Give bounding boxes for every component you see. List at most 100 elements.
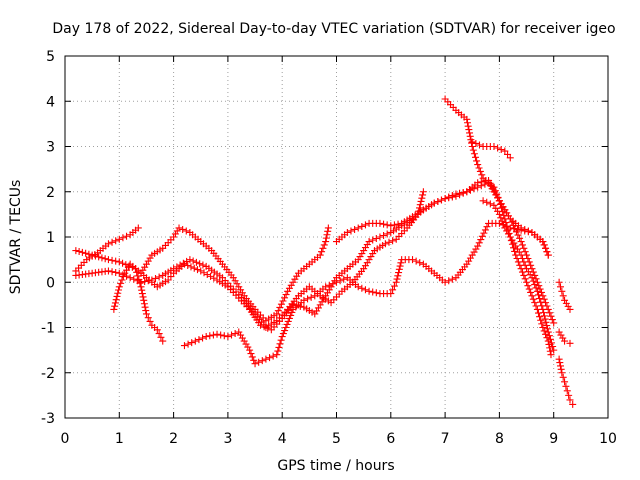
data-point-interp bbox=[372, 289, 380, 297]
data-point-interp bbox=[281, 327, 289, 335]
y-tick-label: 1 bbox=[46, 230, 55, 246]
data-point bbox=[387, 290, 395, 298]
data-point-interp bbox=[293, 272, 301, 280]
data-point bbox=[490, 201, 498, 209]
data-point bbox=[517, 238, 525, 246]
data-point-interp bbox=[538, 302, 546, 310]
data-point-interp bbox=[494, 144, 502, 152]
data-point bbox=[278, 333, 286, 341]
series-arc-10 bbox=[479, 197, 558, 354]
data-point-interp bbox=[557, 365, 565, 373]
data-point-interp bbox=[529, 277, 537, 285]
data-point-interp bbox=[351, 225, 359, 233]
data-point bbox=[539, 324, 547, 331]
data-point-interp bbox=[541, 315, 549, 323]
data-point-interp bbox=[171, 230, 179, 238]
data-point bbox=[561, 378, 569, 386]
data-point-interp bbox=[472, 153, 480, 161]
data-point-interp bbox=[192, 258, 200, 266]
data-point bbox=[561, 337, 569, 345]
series-arc-9 bbox=[468, 138, 514, 162]
data-point-interp bbox=[445, 194, 453, 202]
data-points bbox=[72, 95, 577, 408]
data-point-interp bbox=[78, 248, 86, 256]
data-point-interp bbox=[358, 284, 366, 292]
data-point-interp bbox=[465, 257, 473, 265]
data-point bbox=[354, 283, 362, 291]
data-point-interp bbox=[323, 231, 331, 239]
data-point-interp bbox=[287, 281, 295, 289]
x-tick-label: 4 bbox=[278, 431, 287, 447]
data-point-interp bbox=[281, 294, 289, 302]
data-point-interp bbox=[238, 334, 246, 342]
data-point bbox=[213, 330, 221, 338]
data-point bbox=[566, 396, 574, 404]
data-point-interp bbox=[546, 309, 554, 317]
data-point-interp bbox=[540, 241, 548, 249]
data-point-interp bbox=[365, 256, 373, 264]
data-point-interp bbox=[231, 330, 239, 338]
data-point-interp bbox=[209, 331, 217, 339]
data-point-interp bbox=[394, 220, 402, 228]
data-point-interp bbox=[494, 207, 502, 215]
x-axis-tick-labels: 0 1 2 3 4 5 6 7 8 9 10 bbox=[61, 431, 617, 447]
data-point bbox=[566, 305, 574, 313]
data-point bbox=[381, 240, 389, 248]
data-point-interp bbox=[146, 317, 154, 325]
data-point-interp bbox=[445, 277, 453, 285]
data-point bbox=[104, 267, 112, 275]
x-tick-label: 7 bbox=[441, 431, 450, 447]
data-point-interp bbox=[380, 220, 388, 228]
data-point-interp bbox=[390, 282, 398, 290]
data-point-interp bbox=[395, 269, 403, 277]
data-point bbox=[528, 292, 536, 300]
data-point-interp bbox=[307, 293, 315, 301]
data-point-interp bbox=[524, 268, 532, 276]
data-point-interp bbox=[466, 132, 474, 140]
data-point-interp bbox=[238, 289, 246, 297]
data-point bbox=[180, 342, 188, 350]
data-point-interp bbox=[481, 226, 489, 234]
data-point-interp bbox=[389, 286, 397, 294]
data-point-interp bbox=[237, 331, 245, 339]
data-point bbox=[354, 224, 362, 232]
data-point bbox=[506, 154, 514, 162]
data-point-interp bbox=[508, 218, 516, 226]
data-point-interp bbox=[516, 234, 524, 242]
data-point-interp bbox=[521, 248, 529, 256]
series-arc-2 bbox=[72, 224, 142, 275]
data-point-interp bbox=[356, 253, 364, 261]
data-point-interp bbox=[358, 222, 366, 230]
data-point-interp bbox=[465, 126, 473, 134]
data-point-interp bbox=[200, 269, 208, 277]
series-arc-5 bbox=[110, 260, 167, 345]
data-point bbox=[495, 210, 503, 218]
data-point bbox=[246, 346, 254, 354]
data-point-interp bbox=[542, 244, 550, 252]
data-point-interp bbox=[548, 339, 556, 347]
y-axis-label: SDTVAR / TECUs bbox=[8, 180, 24, 295]
data-point bbox=[523, 265, 531, 273]
data-point bbox=[322, 238, 330, 246]
data-point-interp bbox=[277, 336, 285, 344]
data-point-interp bbox=[383, 221, 391, 229]
x-tick-label: 3 bbox=[223, 431, 232, 447]
data-point-interp bbox=[385, 238, 393, 246]
data-point-interp bbox=[220, 332, 228, 340]
data-point-interp bbox=[140, 296, 148, 304]
data-point bbox=[441, 278, 449, 286]
data-point-interp bbox=[284, 317, 292, 325]
data-point-interp bbox=[108, 256, 116, 264]
data-point-interp bbox=[108, 238, 116, 246]
data-point-interp bbox=[395, 265, 403, 273]
data-point-interp bbox=[193, 266, 201, 274]
data-point bbox=[539, 305, 547, 313]
data-point bbox=[561, 296, 569, 304]
data-point-interp bbox=[117, 279, 125, 287]
data-point-interp bbox=[157, 333, 165, 341]
axis-ticks bbox=[64, 55, 609, 419]
data-point bbox=[262, 355, 270, 363]
data-point-interp bbox=[196, 260, 204, 268]
data-point bbox=[558, 287, 566, 295]
data-point-interp bbox=[394, 272, 402, 280]
